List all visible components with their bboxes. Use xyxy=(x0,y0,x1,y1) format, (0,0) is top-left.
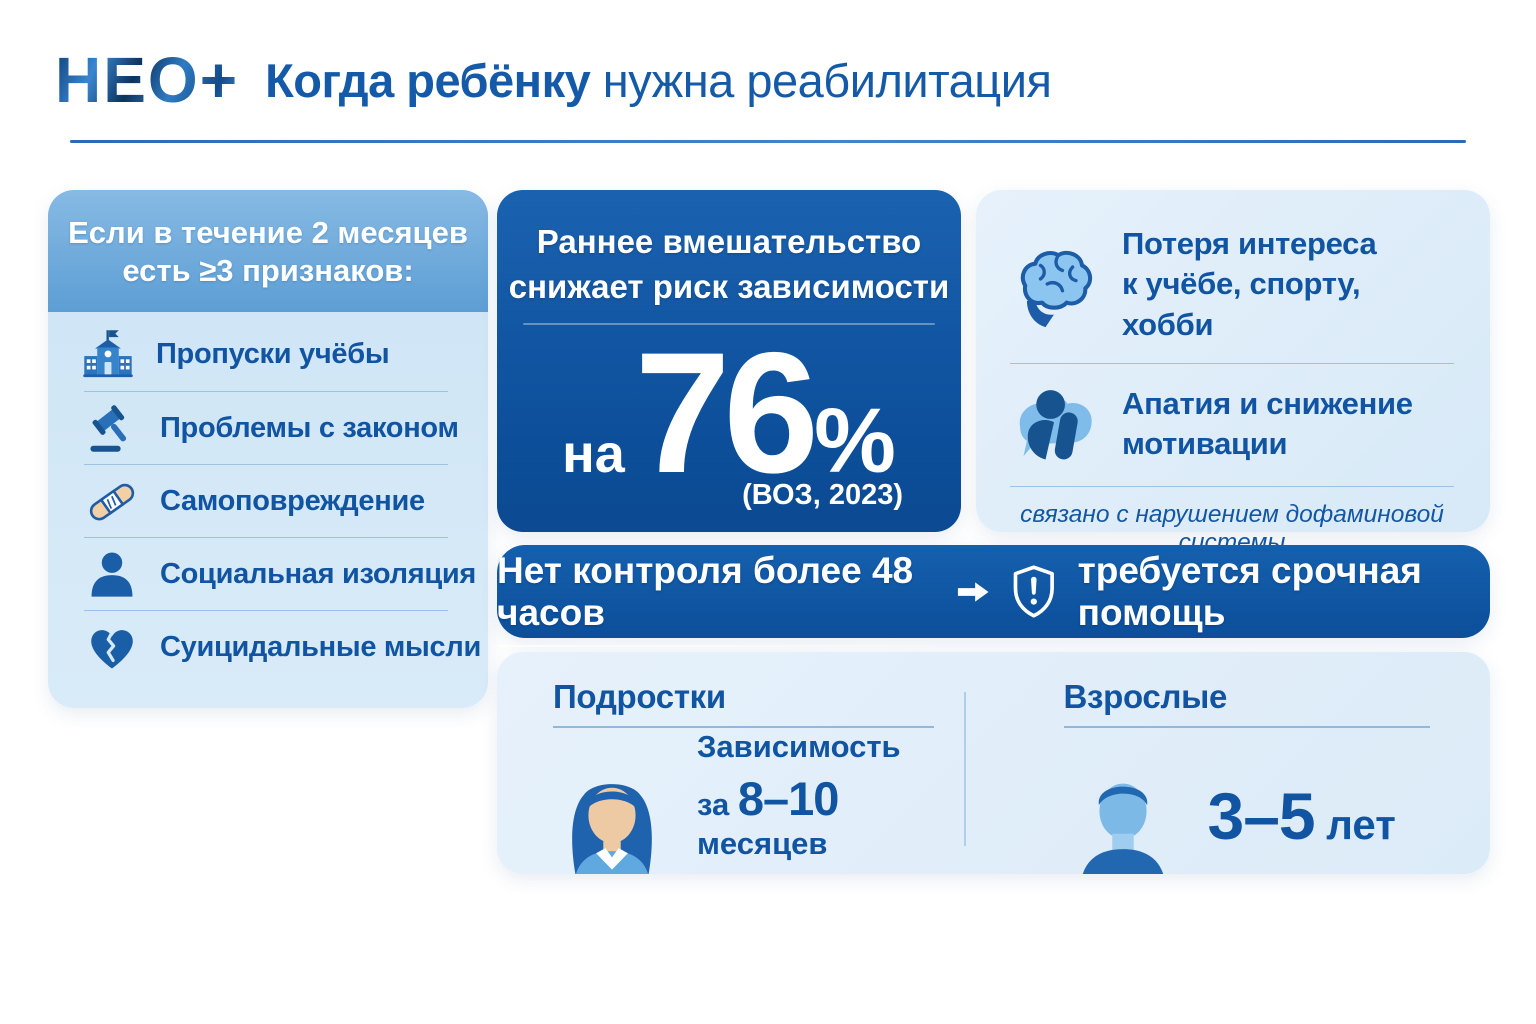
dependency-line2: за 8–10 месяцев xyxy=(697,771,964,862)
list-item: Суицидальные мысли xyxy=(84,610,481,683)
symptom-label: Потеря интереса к учёбе, спорту, хобби xyxy=(1122,224,1454,345)
stat-panel: Раннее вмешательство снижает риск зависи… xyxy=(497,190,961,532)
teens-text: Зависимость за 8–10 месяцев xyxy=(697,729,964,862)
criteria-panel: Если в течение 2 месяцев есть ≥3 признак… xyxy=(48,190,488,708)
dependency-value: 8–10 xyxy=(737,772,840,825)
stat-heading: Раннее вмешательство снижает риск зависи… xyxy=(497,220,961,309)
stat-prefix: на xyxy=(562,424,625,485)
title-underline xyxy=(70,140,1466,143)
teens-content: Зависимость за 8–10 месяцев xyxy=(553,728,964,874)
school-icon xyxy=(83,329,133,377)
teens-section: Подростки Зависимость за 8–10 месяце xyxy=(497,652,994,874)
dependency-suffix: месяцев xyxy=(697,826,828,861)
item-label: Проблемы с законом xyxy=(160,411,459,444)
dependency-line1: Зависимость xyxy=(697,729,901,764)
teens-title: Подростки xyxy=(553,678,726,715)
dependency-prefix: за xyxy=(697,787,730,822)
list-item: Самоповреждение xyxy=(84,464,448,537)
adults-content: 3–5 лет xyxy=(1064,728,1461,874)
symptom-item: Потеря интереса к учёбе, спорту, хобби xyxy=(1010,216,1454,363)
symptom-label-line1: Потеря интереса xyxy=(1122,226,1377,261)
symptom-label: Апатия и снижение мотивации xyxy=(1122,384,1413,465)
adults-underline xyxy=(1063,726,1430,728)
adults-value: 3–5 xyxy=(1207,779,1316,853)
stat-divider xyxy=(523,323,935,326)
symptom-label-line2: мотивации xyxy=(1122,425,1288,461)
symptom-label-line1: Апатия и снижение xyxy=(1122,385,1413,421)
alert-banner: Нет контроля более 48 часов требуется ср… xyxy=(497,545,1490,647)
header: НЕО+ Когда ребёнку нужна реабилитация xyxy=(55,48,1466,112)
page-title: Когда ребёнку нужна реабилитация xyxy=(265,53,1052,108)
teens-underline xyxy=(553,726,934,728)
stat-source: (ВОЗ, 2023) xyxy=(742,479,903,512)
adults-text: 3–5 лет xyxy=(1208,778,1396,854)
brand-logo: НЕО+ xyxy=(55,48,245,112)
symptom-label-line2: к учёбе, спорту, хобби xyxy=(1122,266,1361,342)
symptom-item: Апатия и снижение мотивации xyxy=(1010,362,1454,486)
broken-heart-icon xyxy=(91,630,133,669)
criteria-header-line1: Если в течение 2 месяцев xyxy=(68,215,468,250)
criteria-list: Пропуски учёбы Проблемы с законом xyxy=(48,312,488,683)
item-label: Самоповреждение xyxy=(160,484,425,517)
bandage-icon xyxy=(89,483,135,521)
teen-girl-avatar xyxy=(572,784,652,874)
adults-title: Взрослые xyxy=(1063,678,1228,715)
stat-heading-line1: Раннее вмешательство xyxy=(536,223,922,260)
shield-alert-icon xyxy=(1013,564,1054,618)
person-icon xyxy=(91,552,133,597)
arrow-right-icon xyxy=(957,581,989,602)
list-item: Проблемы с законом xyxy=(84,391,459,464)
banner-text-left: Нет контроля более 48 часов xyxy=(497,550,942,647)
page-title-rest: нужна реабилитация xyxy=(602,53,1052,107)
list-item: Социальная изоляция xyxy=(84,537,476,610)
symptoms-panel: Потеря интереса к учёбе, спорту, хобби А… xyxy=(976,190,1490,556)
adult-man-avatar xyxy=(1082,783,1163,874)
apathy-icon xyxy=(1019,390,1092,460)
criteria-header: Если в течение 2 месяцев есть ≥3 признак… xyxy=(48,190,488,312)
stat-heading-line2: снижает риск зависимости xyxy=(508,267,950,305)
brain-icon xyxy=(1020,251,1093,328)
criteria-header-line2: есть ≥3 признаков: xyxy=(122,253,414,289)
adults-suffix: лет xyxy=(1326,801,1396,848)
item-label: Пропуски учёбы xyxy=(156,338,390,370)
timeline-panel: Подростки Зависимость за 8–10 месяце xyxy=(497,652,1490,874)
timeline-divider xyxy=(963,692,966,846)
stat-percent-sign: % xyxy=(814,390,896,493)
page-title-bold: Когда ребёнку xyxy=(265,53,591,107)
banner-text-right: требуется срочная помощь xyxy=(1077,549,1422,633)
list-item: Пропуски учёбы xyxy=(48,318,488,391)
item-label: Социальная изоляция xyxy=(160,557,477,590)
gavel-icon xyxy=(90,405,127,452)
stat-value-row: на 76 % xyxy=(497,327,961,499)
item-label: Суицидальные мысли xyxy=(160,630,482,663)
stat-value: 76 xyxy=(634,317,819,510)
adults-section: Взрослые 3–5 лет xyxy=(994,652,1491,874)
